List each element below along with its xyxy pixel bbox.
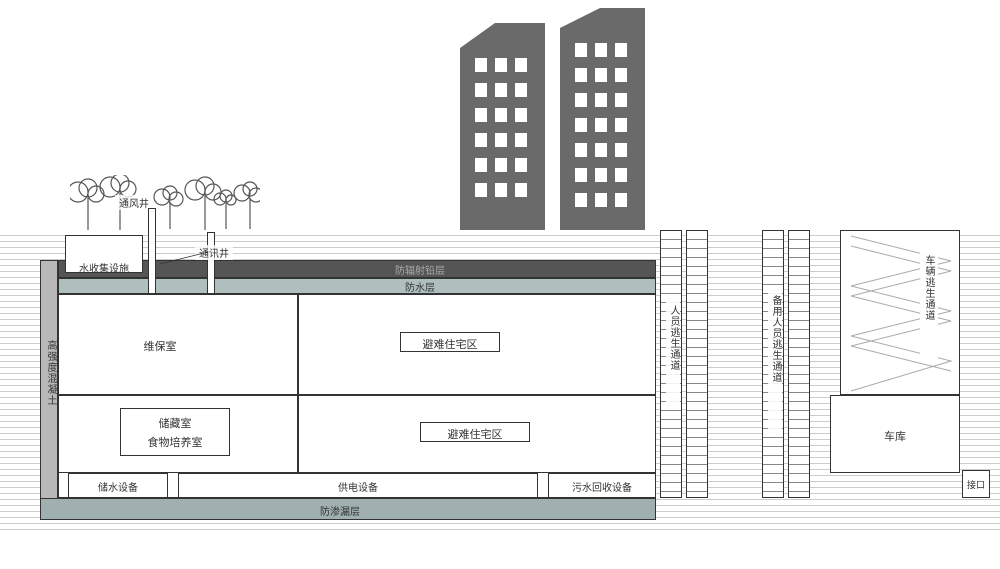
vehicle-escape-label: 车辆逃生通道 [921,255,936,321]
comm-shaft-pointer [160,252,210,267]
concrete-label: 高强度混凝土 [43,340,58,406]
tree-icon [70,175,260,235]
water-collect-label: 水收集设施 [65,260,143,275]
escape-backup-label: 备用人员逃生通道 [768,295,783,383]
escape-personnel-label: 人员逃生通道 [666,305,681,371]
refuge-zone-2-label: 避难住宅区 [420,426,530,442]
interface-label: 接口 [962,478,990,491]
water-storage-label: 储水设备 [68,479,168,494]
seepage-label: 防渗漏层 [300,503,380,518]
escape-shaft-1b [686,230,708,498]
refuge-zone-1-label: 避难住宅区 [400,336,500,352]
food-culture-label: 食物培养室 [120,434,230,450]
maintenance-label: 维保室 [130,338,190,354]
power-supply-label: 供电设备 [178,479,538,494]
vehicle-ramp [840,230,960,395]
vent-shaft-pipe [148,208,156,294]
escape-shaft-2b [788,230,810,498]
radiation-shield-label: 防辐射铅层 [380,262,460,277]
building-icon [440,8,670,230]
diagram-canvas: 通风井 高强度混凝土 防辐射铅层 防水层 维保室 避难 [0,0,1000,569]
storage-label: 储藏室 [120,415,230,431]
waterproof-label: 防水层 [395,279,445,294]
sewage-label: 污水回收设备 [548,479,656,494]
garage-label: 车库 [830,428,960,444]
